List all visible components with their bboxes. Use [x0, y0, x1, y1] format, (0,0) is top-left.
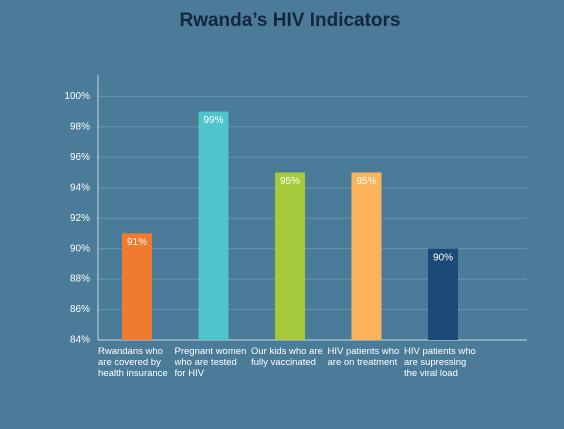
- x-tick-label-box: Our kids who are fully vaccinated: [251, 346, 323, 368]
- bar: [122, 233, 152, 340]
- x-tick-label: HIV patients who are supressing the vira…: [404, 346, 476, 379]
- y-tick-label: 98%: [70, 121, 90, 132]
- y-tick-label: 96%: [70, 152, 90, 163]
- y-tick-label: 90%: [70, 243, 90, 254]
- x-tick-label: Rwandans who are covered by health insur…: [98, 346, 168, 379]
- y-tick-label: 100%: [64, 91, 90, 102]
- y-tick-label: 86%: [70, 304, 90, 315]
- x-tick-label-box: HIV patients who are supressing the vira…: [404, 346, 476, 379]
- y-tick-label: 84%: [70, 335, 90, 346]
- x-tick-label-box: Pregnant women who are tested for HIV: [174, 346, 247, 379]
- x-tick-label: Our kids who are fully vaccinated: [251, 346, 323, 368]
- value-label: 90%: [433, 252, 453, 263]
- value-label: 91%: [127, 237, 147, 248]
- x-tick-label-box: HIV patients who are on treatment: [327, 346, 400, 368]
- x-tick-label: HIV patients who are on treatment: [327, 346, 400, 368]
- bar: [351, 172, 382, 340]
- y-tick-label: 94%: [70, 182, 90, 193]
- bar: [428, 248, 458, 340]
- chart-title: Rwanda’s HIV Indicators: [179, 10, 400, 31]
- value-label: 95%: [280, 176, 300, 187]
- y-tick-label: 88%: [70, 274, 90, 285]
- bar: [198, 111, 229, 340]
- x-tick-label: Pregnant women who are tested for HIV: [174, 346, 247, 379]
- bar: [275, 172, 305, 340]
- value-label: 99%: [203, 115, 223, 126]
- x-tick-label-box: Rwandans who are covered by health insur…: [98, 346, 168, 379]
- value-label: 95%: [356, 176, 376, 187]
- y-tick-label: 92%: [70, 213, 90, 224]
